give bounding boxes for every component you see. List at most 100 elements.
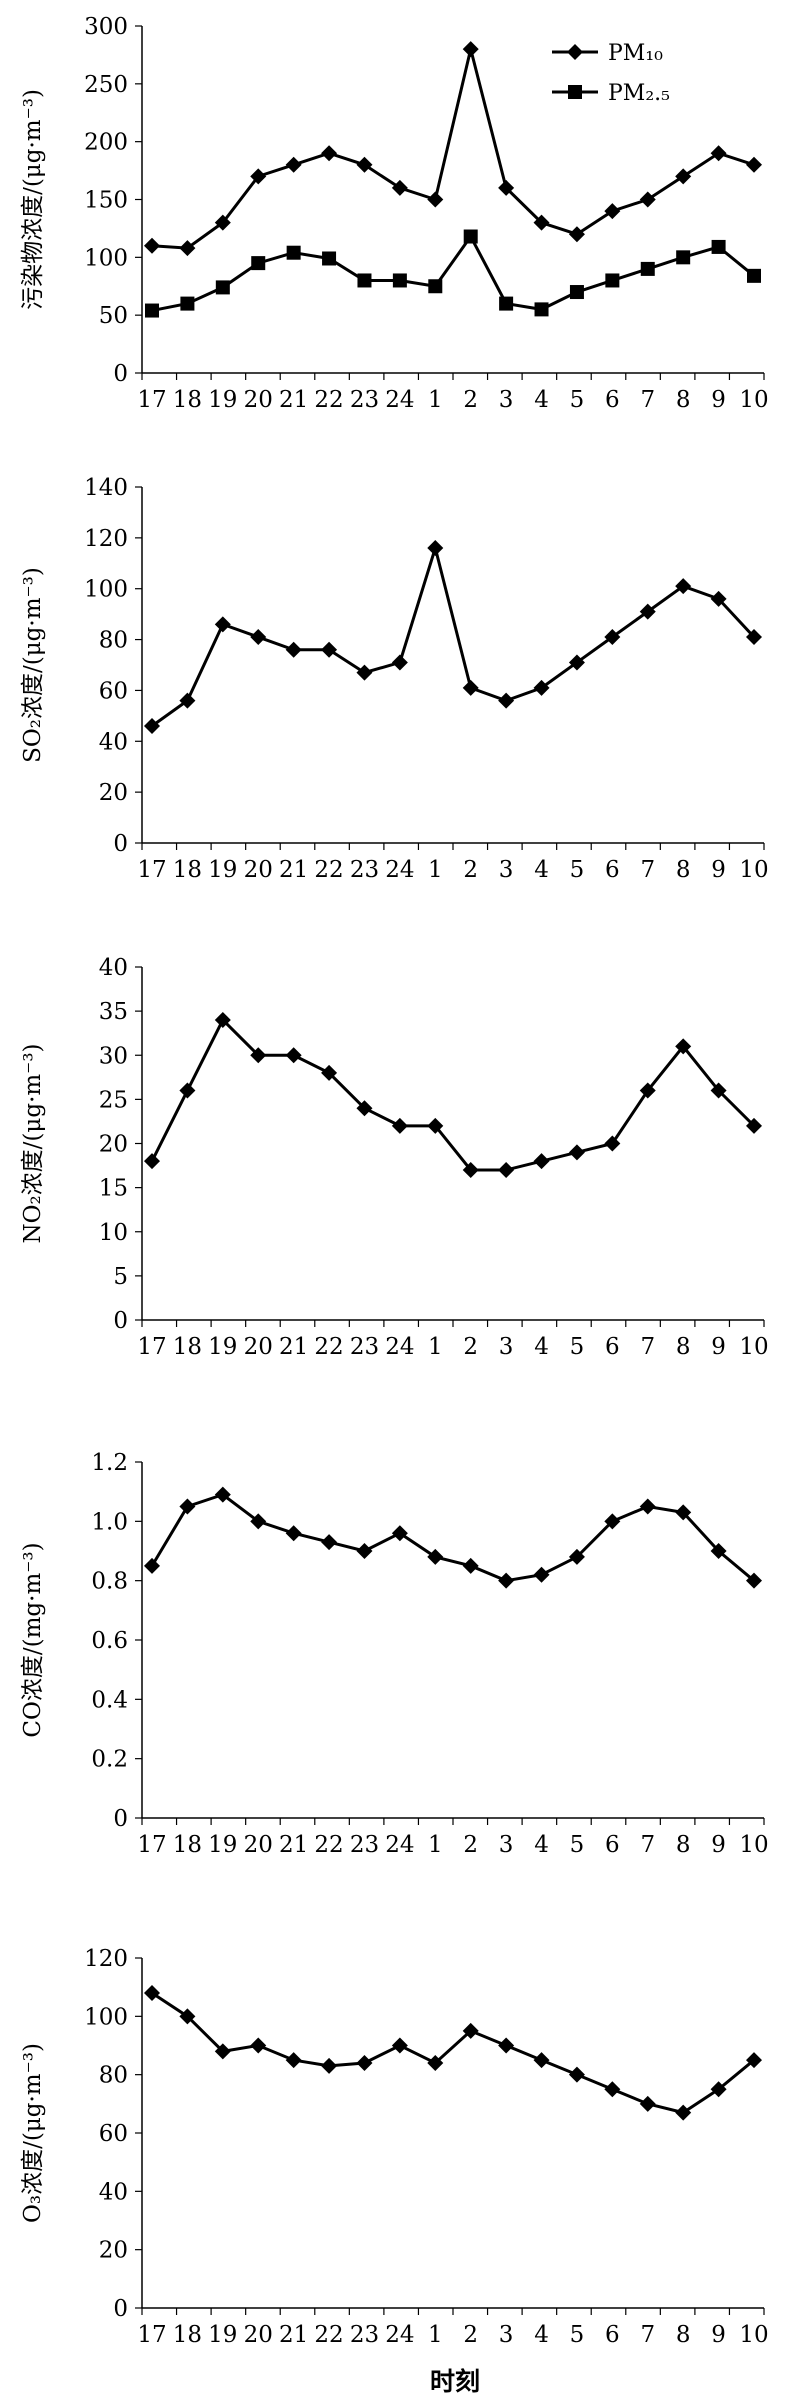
data-point <box>250 168 267 185</box>
x-tick-label: 3 <box>499 1832 514 1858</box>
data-point <box>356 156 373 173</box>
data-point <box>463 229 478 244</box>
data-point <box>251 256 266 271</box>
data-point <box>533 2052 550 2069</box>
x-tick-label: 5 <box>570 387 585 413</box>
x-tick-label: 3 <box>499 2322 514 2348</box>
chart-4: 00.20.40.60.81.01.217 18 19 20 21 22 23 24 1 2 3 4 5… <box>20 1450 769 1858</box>
data-point <box>640 261 655 276</box>
data-point <box>356 664 373 681</box>
x-tick-label: 19 <box>208 1334 237 1360</box>
data-point <box>214 616 231 633</box>
y-tick-label: 300 <box>84 14 128 40</box>
x-tick-label: 24 <box>385 2322 414 2348</box>
y-tick-label: 0.8 <box>91 1569 128 1595</box>
data-point <box>214 2043 231 2060</box>
data-point <box>427 191 444 208</box>
data-point <box>179 2008 196 2025</box>
y-tick-label: 100 <box>84 245 128 271</box>
x-tick-label: 3 <box>499 1334 514 1360</box>
data-point <box>675 2104 692 2121</box>
data-point <box>321 1534 338 1551</box>
x-tick-label: 1 <box>428 857 443 883</box>
y-tick-label: 200 <box>84 130 128 156</box>
x-tick-label: 9 <box>711 1832 726 1858</box>
x-tick-label: 7 <box>640 857 655 883</box>
y-tick-label: 0 <box>113 1308 128 1334</box>
data-point <box>711 239 726 254</box>
y-tick-label: 5 <box>113 1264 128 1290</box>
x-tick-label: 4 <box>534 857 549 883</box>
x-tick-label: 20 <box>244 857 273 883</box>
data-point <box>568 2066 585 2083</box>
x-tick-label: 9 <box>711 857 726 883</box>
y-tick-label: 100 <box>84 577 128 603</box>
data-point <box>250 629 267 646</box>
data-point <box>427 2055 444 2071</box>
data-point <box>498 2037 515 2054</box>
data-point <box>639 2095 656 2112</box>
x-tick-label: 4 <box>534 1334 549 1360</box>
data-point <box>145 303 159 318</box>
data-point <box>604 203 621 220</box>
x-tick-label: 22 <box>314 2322 343 2348</box>
y-axis-title: SO₂浓度/(μg·m⁻³) <box>20 567 46 763</box>
data-point <box>498 692 515 709</box>
data-point <box>569 285 584 300</box>
y-tick-label: 20 <box>99 780 128 806</box>
y-tick-label: 20 <box>99 2238 128 2264</box>
y-tick-label: 20 <box>99 1132 128 1158</box>
y-tick-label: 0 <box>113 361 128 387</box>
x-tick-label: 18 <box>173 1832 202 1858</box>
y-tick-label: 0.4 <box>91 1687 128 1713</box>
data-point <box>144 718 160 735</box>
x-tick-label: 7 <box>640 1832 655 1858</box>
x-tick-label: 21 <box>279 387 308 413</box>
x-tick-label: 8 <box>676 387 691 413</box>
data-point <box>746 1572 762 1589</box>
data-point <box>179 1498 196 1515</box>
x-tick-label: 17 <box>137 1832 166 1858</box>
data-point <box>639 191 656 208</box>
y-axis-title: CO浓度/(mg·m⁻³) <box>20 1542 46 1737</box>
x-tick-label: 17 <box>137 1334 166 1360</box>
data-point <box>639 1498 656 1515</box>
x-tick-label: 6 <box>605 857 620 883</box>
data-point <box>746 629 762 646</box>
data-point <box>462 41 479 58</box>
x-tick-label: 17 <box>137 857 166 883</box>
series-line-1 <box>151 48 755 250</box>
x-tick-label: 19 <box>208 2322 237 2348</box>
data-point <box>639 603 656 620</box>
x-tick-label: 23 <box>350 387 379 413</box>
data-point <box>604 2081 621 2098</box>
x-tick-label: 8 <box>676 1334 691 1360</box>
data-point <box>392 273 407 288</box>
data-point <box>391 1525 408 1542</box>
x-tick-label: 2 <box>463 387 478 413</box>
series-line-1 <box>150 1017 756 1172</box>
x-tick-label: 17 <box>137 387 166 413</box>
x-tick-label: 18 <box>173 2322 202 2348</box>
x-tick-label: 19 <box>208 857 237 883</box>
x-axis-title: 时刻 <box>430 2367 480 2396</box>
data-point <box>534 302 549 317</box>
x-tick-label: 2 <box>463 1832 478 1858</box>
data-point <box>499 296 514 311</box>
data-point <box>144 237 160 254</box>
y-tick-label: 0 <box>113 831 128 857</box>
data-point <box>391 2037 408 2054</box>
y-tick-label: 120 <box>84 526 128 552</box>
data-point <box>676 250 691 265</box>
data-point <box>428 279 443 294</box>
x-tick-label: 23 <box>350 2322 379 2348</box>
x-tick-label: 20 <box>244 387 273 413</box>
x-tick-label: 3 <box>499 387 514 413</box>
x-tick-label: 21 <box>279 857 308 883</box>
data-point <box>746 156 762 173</box>
x-tick-label: 5 <box>570 857 585 883</box>
